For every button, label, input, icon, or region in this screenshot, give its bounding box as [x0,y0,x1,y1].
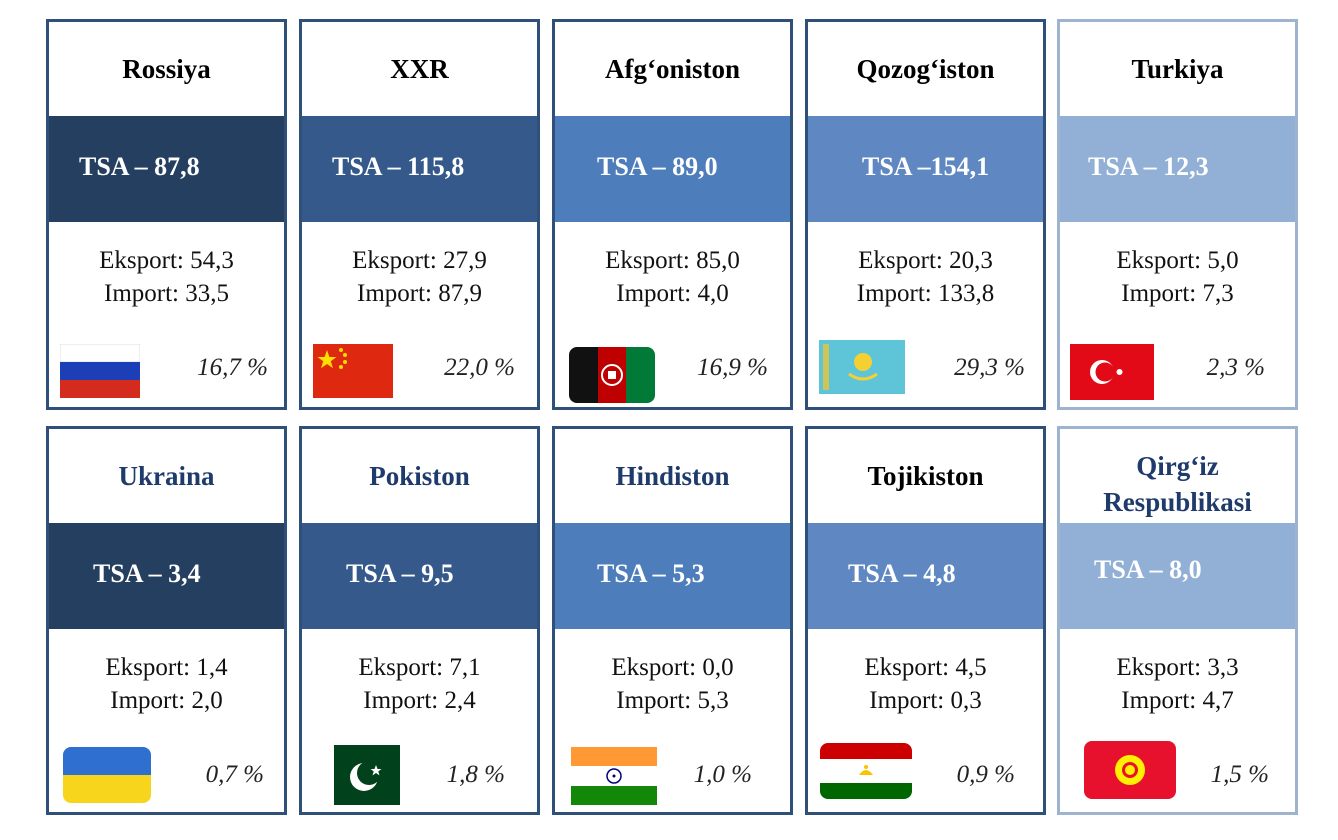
share-percent: 1,5 % [1210,761,1269,788]
tsa-band: TSA – 5,3 [555,523,790,629]
country-name: Hindiston [615,461,730,491]
export-value: Eksport: 5,0 [1116,247,1239,274]
tsa-value: TSA – 4,8 [848,559,956,588]
country-name: Pokiston [369,461,470,491]
export-value: Eksport: 85,0 [605,247,740,274]
import-value: Import: 5,3 [616,687,729,714]
country-name: Qozog‘iston [856,54,995,84]
tsa-band: TSA – 87,8 [49,116,284,222]
country-name: Rossiya [122,54,211,84]
country-card-qirgiz-respublikasi: Qirg‘iz Respublikasi TSA – 8,0 Eksport: … [1057,426,1298,815]
country-name: Tojikiston [867,461,984,491]
country-card-rossiya: Rossiya TSA – 87,8 Eksport: 54,3 Import:… [46,19,287,410]
tsa-value: TSA – 3,4 [93,559,201,588]
afghanistan-flag-icon [569,347,655,403]
country-name: Afg‘oniston [604,54,740,84]
pakistan-flag-icon [334,745,400,805]
country-card-qozogiston: Qozog‘iston TSA –154,1 Eksport: 20,3 Imp… [805,19,1046,410]
trade-values: Eksport: 0,0 Import: 5,3 [555,651,790,717]
tsa-value: TSA – 115,8 [332,152,465,181]
trade-values: Eksport: 5,0 Import: 7,3 [1060,244,1295,310]
country-card-tojikiston: Tojikiston TSA – 4,8 Eksport: 4,5 Import… [805,426,1046,815]
import-value: Import: 133,8 [856,280,995,307]
tsa-value: TSA – 9,5 [346,559,454,588]
russia-flag-icon [60,344,140,398]
country-card-turkiya: Turkiya TSA – 12,3 Eksport: 5,0 Import: … [1057,19,1298,410]
kyrgyzstan-flag-icon [1084,741,1176,799]
import-value: Import: 2,0 [110,687,223,714]
share-percent: 0,7 % [205,761,264,788]
export-value: Eksport: 4,5 [864,654,987,681]
export-value: Eksport: 27,9 [352,247,487,274]
share-percent: 1,8 % [446,761,505,788]
export-value: Eksport: 54,3 [99,247,234,274]
share-percent: 22,0 % [444,354,515,381]
share-percent: 16,7 % [197,354,268,381]
tsa-band: TSA – 3,4 [49,523,284,629]
country-card-xxr: XXR TSA – 115,8 Eksport: 27,9 Import: 87… [299,19,540,410]
tsa-band: TSA – 8,0 [1060,523,1295,629]
share-percent: 2,3 % [1206,354,1265,381]
country-card-pokiston: Pokiston TSA – 9,5 Eksport: 7,1 Import: … [299,426,540,815]
tajikistan-flag-icon [820,743,912,799]
country-card-ukraina: Ukraina TSA – 3,4 Eksport: 1,4 Import: 2… [46,426,287,815]
trade-values: Eksport: 3,3 Import: 4,7 [1060,651,1295,717]
country-name: Qirg‘iz Respublikasi [1103,451,1252,517]
tsa-value: TSA – 5,3 [597,559,705,588]
share-percent: 0,9 % [956,761,1015,788]
export-value: Eksport: 3,3 [1116,654,1239,681]
import-value: Import: 2,4 [363,687,476,714]
share-percent: 1,0 % [693,761,752,788]
share-percent: 16,9 % [697,354,768,381]
china-flag-icon [313,344,393,398]
trade-values: Eksport: 7,1 Import: 2,4 [302,651,537,717]
tsa-value: TSA –154,1 [862,152,990,181]
country-name: XXR [390,54,449,84]
tsa-band: TSA – 89,0 [555,116,790,222]
turkey-flag-icon [1070,344,1154,400]
tsa-value: TSA – 89,0 [597,152,718,181]
country-card-hindiston: Hindiston TSA – 5,3 Eksport: 0,0 Import:… [552,426,793,815]
tsa-value: TSA – 8,0 [1094,555,1202,584]
import-value: Import: 4,0 [616,280,729,307]
export-value: Eksport: 1,4 [105,654,228,681]
country-name: Ukraina [118,461,215,491]
import-value: Import: 4,7 [1121,687,1234,714]
tsa-value: TSA – 87,8 [79,152,200,181]
country-name: Turkiya [1131,54,1224,84]
import-value: Import: 0,3 [869,687,982,714]
tsa-band: TSA – 115,8 [302,116,537,222]
tsa-band: TSA – 12,3 [1060,116,1295,222]
trade-values: Eksport: 4,5 Import: 0,3 [808,651,1043,717]
export-value: Eksport: 20,3 [858,247,993,274]
country-card-afgoniston: Afg‘oniston TSA – 89,0 Eksport: 85,0 Imp… [552,19,793,410]
kazakhstan-flag-icon [819,340,905,394]
trade-values: Eksport: 20,3 Import: 133,8 [808,244,1043,310]
india-flag-icon [571,747,657,805]
import-value: Import: 7,3 [1121,280,1234,307]
tsa-band: TSA – 9,5 [302,523,537,629]
import-value: Import: 87,9 [357,280,482,307]
tsa-band: TSA – 4,8 [808,523,1043,629]
export-value: Eksport: 7,1 [358,654,481,681]
share-percent: 29,3 % [954,354,1025,381]
tsa-band: TSA –154,1 [808,116,1043,222]
trade-values: Eksport: 27,9 Import: 87,9 [302,244,537,310]
trade-values: Eksport: 85,0 Import: 4,0 [555,244,790,310]
export-value: Eksport: 0,0 [611,654,734,681]
trade-values: Eksport: 54,3 Import: 33,5 [49,244,284,310]
trade-values: Eksport: 1,4 Import: 2,0 [49,651,284,717]
ukraine-flag-icon [63,747,151,803]
import-value: Import: 33,5 [104,280,229,307]
tsa-value: TSA – 12,3 [1088,152,1209,181]
